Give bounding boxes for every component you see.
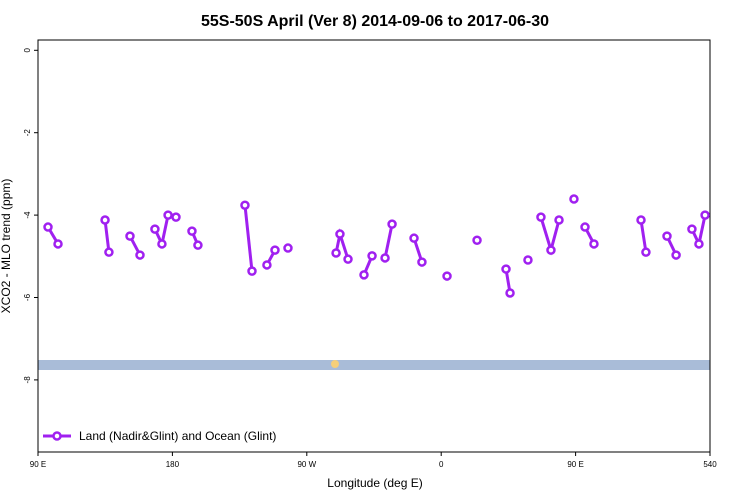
point [171,212,181,222]
x-tick-label: 0 [439,460,444,469]
x-axis-label: Longitude (deg E) [327,476,422,490]
point [331,248,341,258]
y-tick-label: -6 [23,293,32,301]
point [100,215,110,225]
legend-label: Land (Nadir&Glint) and Ocean (Glint) [79,429,276,443]
y-tick-label: -8 [23,376,32,384]
point [636,215,646,225]
point [700,210,710,220]
point [135,250,145,260]
x-tick-label: 90 W [297,460,316,469]
point [641,247,651,257]
point [417,257,427,267]
surface-band [38,360,710,370]
x-tick-label: 180 [166,460,180,469]
point [343,254,353,264]
point [104,247,114,257]
point [262,260,272,270]
point [247,266,257,276]
point [505,288,515,298]
point [409,233,419,243]
point [501,264,511,274]
point [536,212,546,222]
y-axis-label: XCO2 - MLO trend (ppm) [0,179,13,314]
plot-frame [37,39,711,453]
point [150,224,160,234]
y-tick-label: -2 [23,129,32,137]
point [387,219,397,229]
point [187,226,197,236]
point [53,239,63,249]
point [270,245,280,255]
point [125,231,135,241]
y-tick-label: -4 [23,211,32,219]
point [687,224,697,234]
x-tick-label: 90 E [30,460,46,469]
series-line [46,205,707,294]
y-tick-label: 0 [23,48,32,53]
land-patch [331,360,339,368]
point [694,239,704,249]
point [283,243,293,253]
point [240,200,250,210]
chart-title: 55S-50S April (Ver 8) 2014-09-06 to 2017… [201,13,549,30]
point [442,271,452,281]
point [367,251,377,261]
point [472,235,482,245]
point [580,222,590,232]
point [589,239,599,249]
x-tick-label: 90 E [567,460,583,469]
point [163,210,173,220]
point [554,215,564,225]
point [662,231,672,241]
point [523,255,533,265]
point [335,229,345,239]
point [43,222,53,232]
point [359,270,369,280]
legend-marker [52,431,62,441]
point [546,245,556,255]
point [157,239,167,249]
point [193,240,203,250]
point [569,194,579,204]
x-tick-label: 540 [703,460,717,469]
point [380,253,390,263]
point [671,250,681,260]
